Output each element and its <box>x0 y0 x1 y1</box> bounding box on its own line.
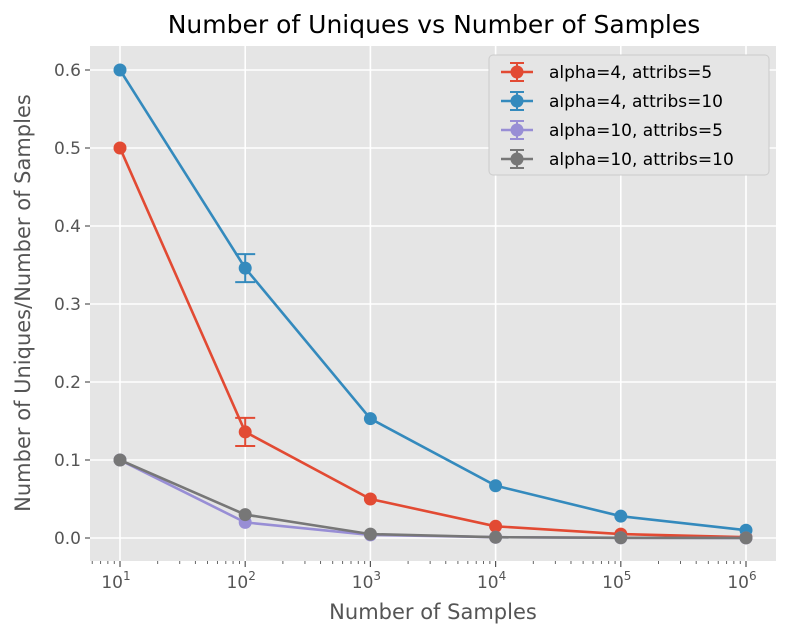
data-point <box>614 509 628 523</box>
y-tick-label: 0.6 <box>54 61 81 81</box>
series-4 <box>113 453 753 545</box>
x-axis-ticks: 101 102 103 104 105 106 <box>91 561 757 593</box>
data-point <box>363 492 377 506</box>
data-point <box>739 531 753 545</box>
legend-label: alpha=10, attribs=5 <box>549 121 723 141</box>
x-tick-label: 103 <box>352 569 381 593</box>
x-axis-title: Number of Samples <box>329 600 537 624</box>
legend-item: alpha=10, attribs=5 <box>501 120 723 141</box>
legend-item: alpha=4, attribs=10 <box>501 91 723 112</box>
y-axis-title: Number of Uniques/Number of Samples <box>11 94 35 512</box>
legend-label: alpha=4, attribs=10 <box>549 92 723 112</box>
data-point <box>113 453 127 467</box>
legend-marker <box>510 65 524 79</box>
y-tick-label: 0.3 <box>54 295 81 315</box>
data-point <box>238 425 252 439</box>
y-tick-label: 0.0 <box>54 529 81 549</box>
y-tick-label: 0.1 <box>54 451 81 471</box>
legend-marker <box>510 94 524 108</box>
chart-title: Number of Uniques vs Number of Samples <box>168 10 701 39</box>
data-point <box>363 412 377 426</box>
x-tick-label: 106 <box>727 569 756 593</box>
legend-item: alpha=10, attribs=10 <box>501 149 734 170</box>
data-point <box>113 63 127 77</box>
series-line <box>119 458 747 540</box>
legend-marker <box>510 152 524 166</box>
y-tick-label: 0.4 <box>54 217 81 237</box>
x-tick-label: 104 <box>477 569 506 593</box>
data-point <box>489 479 503 493</box>
data-point <box>614 531 628 545</box>
grid <box>90 46 776 561</box>
x-tick-label: 102 <box>227 569 256 593</box>
legend-marker <box>510 123 524 137</box>
x-tick-label: 105 <box>602 569 631 593</box>
x-tick-label: 101 <box>101 569 130 593</box>
legend-label: alpha=4, attribs=5 <box>549 63 712 83</box>
data-point <box>238 508 252 522</box>
legend-box <box>488 54 770 176</box>
y-tick-label: 0.2 <box>54 373 81 393</box>
legend-item: alpha=4, attribs=5 <box>501 62 712 83</box>
data-point <box>363 527 377 541</box>
legend: alpha=4, attribs=5 alpha=4, attribs=10 alp… <box>488 54 770 176</box>
series-layer <box>113 63 753 545</box>
y-axis-ticks: 0.0 0.1 0.2 0.3 0.4 0.5 0.6 <box>54 61 90 549</box>
data-point <box>238 261 252 275</box>
series-line <box>118 147 747 539</box>
y-tick-label: 0.5 <box>54 139 81 159</box>
data-point <box>489 519 503 533</box>
data-point <box>113 141 127 155</box>
data-point <box>489 530 503 544</box>
legend-label: alpha=10, attribs=10 <box>549 150 734 170</box>
series-line <box>118 69 747 532</box>
